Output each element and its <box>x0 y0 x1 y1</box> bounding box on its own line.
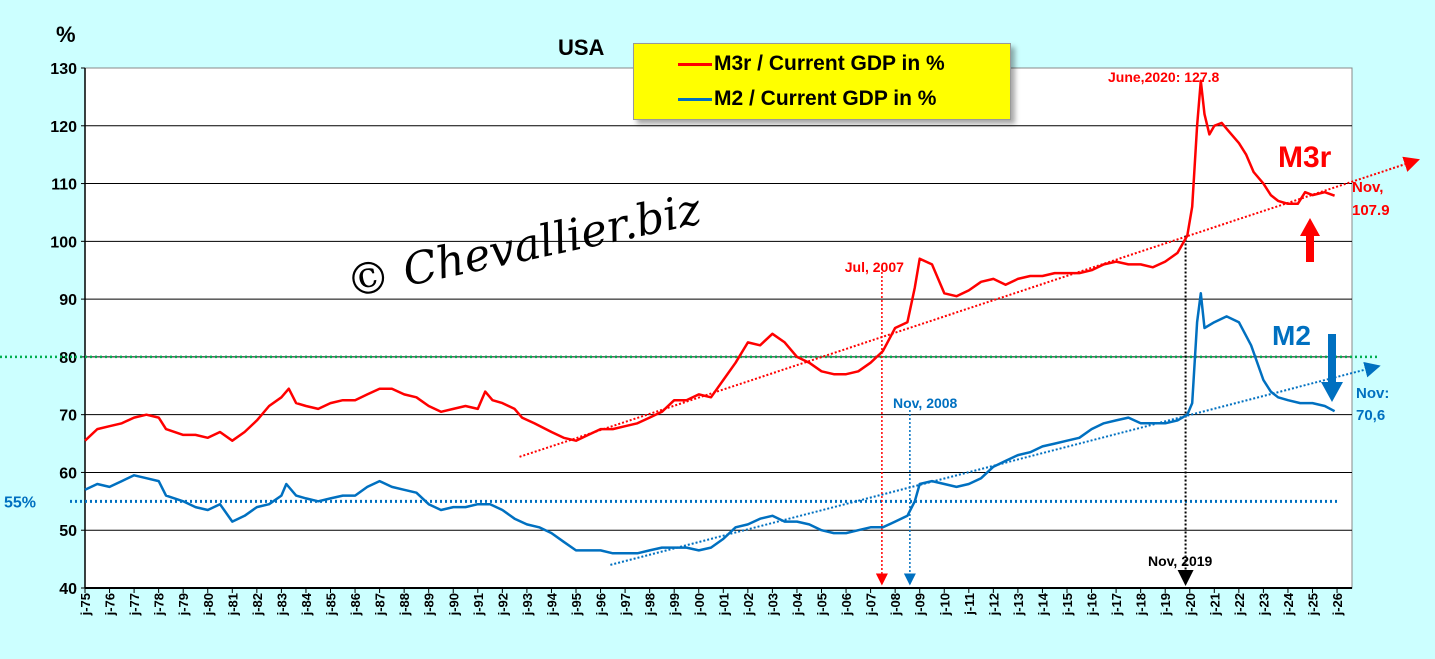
y-axis-label: % <box>56 22 76 47</box>
legend-swatch-m3r <box>678 62 712 66</box>
chart-title: USA <box>558 35 605 60</box>
y-tick-label: 130 <box>50 61 77 78</box>
x-tick-label: j-06 <box>839 593 854 616</box>
x-tick-label: j-77 <box>127 593 142 616</box>
annotation-jul2007: Jul, 2007 <box>845 259 904 275</box>
series-label-m3r: M3r <box>1278 141 1332 174</box>
x-tick-label: j-76 <box>103 593 118 616</box>
x-tick-label: j-02 <box>741 593 756 616</box>
annotation-m2-last-line2: 70,6 <box>1356 407 1385 424</box>
x-tick-label: j-12 <box>986 593 1001 616</box>
x-tick-label: j-13 <box>1011 593 1026 616</box>
x-tick-label: j-07 <box>864 593 879 616</box>
x-tick-label: j-18 <box>1134 593 1149 616</box>
y-tick-label: 60 <box>59 465 77 482</box>
legend-item-m2: M2 / Current GDP in % <box>678 87 936 111</box>
annotation-m2-last-line1: Nov: <box>1356 385 1389 402</box>
x-tick-label: j-25 <box>1306 593 1321 616</box>
y-tick-label: 40 <box>59 581 77 598</box>
reference-label-55: 55% <box>4 494 36 511</box>
x-tick-label: j-11 <box>962 593 977 616</box>
annotation-nov2008: Nov, 2008 <box>893 395 958 411</box>
x-tick-label: j-80 <box>201 593 216 616</box>
x-tick-label: j-83 <box>274 593 289 616</box>
y-tick-label: 80 <box>59 350 77 367</box>
x-tick-label: j-78 <box>152 593 167 616</box>
annotation-nov2019: Nov, 2019 <box>1148 553 1213 569</box>
x-tick-label: j-75 <box>78 593 93 616</box>
x-tick-label: j-10 <box>937 593 952 616</box>
x-tick-label: j-19 <box>1158 593 1173 616</box>
arrow-up-icon <box>1300 218 1320 262</box>
x-tick-label: j-94 <box>544 592 559 616</box>
x-tick-label: j-91 <box>471 593 486 616</box>
x-tick-label: j-01 <box>716 593 731 616</box>
x-tick-label: j-85 <box>324 593 339 616</box>
x-tick-label: j-20 <box>1183 593 1198 616</box>
x-tick-label: j-84 <box>299 592 314 616</box>
series-line-m3r <box>84 79 1336 442</box>
y-tick-label: 70 <box>59 408 77 425</box>
x-tick-label: j-09 <box>913 593 928 616</box>
arrow-down-icon <box>1321 334 1343 402</box>
y-tick-label: 120 <box>50 119 77 136</box>
x-tick-label: j-96 <box>594 593 609 616</box>
x-tick-label: j-99 <box>667 593 682 616</box>
x-tick-label: j-04 <box>790 592 805 616</box>
x-tick-label: j-92 <box>495 593 510 616</box>
y-tick-label: 90 <box>59 292 77 309</box>
annotation-peak: June,2020: 127.8 <box>1108 69 1220 85</box>
x-tick-label: j-87 <box>373 593 388 616</box>
x-tick-label: j-05 <box>815 593 830 616</box>
legend-item-m3r: M3r / Current GDP in % <box>678 52 945 76</box>
x-tick-label: j-95 <box>569 593 584 616</box>
series-line-m2 <box>84 292 1336 555</box>
legend-label-m2: M2 / Current GDP in % <box>714 87 937 110</box>
x-tick-label: j-08 <box>888 593 903 616</box>
x-tick-label: j-14 <box>1035 592 1050 616</box>
y-tick-label: 110 <box>51 177 77 194</box>
legend: M3r / Current GDP in % M2 / Current GDP … <box>633 43 1011 120</box>
x-tick-label: j-16 <box>1085 593 1100 616</box>
x-tick-label: j-90 <box>446 593 461 616</box>
y-tick-label: 50 <box>59 523 77 540</box>
x-tick-label: j-21 <box>1207 593 1222 616</box>
x-tick-label: j-26 <box>1330 593 1345 616</box>
x-tick-label: j-22 <box>1232 593 1247 616</box>
x-tick-label: j-97 <box>618 593 633 616</box>
annotation-m3r-last-line1: Nov, <box>1352 179 1383 196</box>
x-tick-label: j-03 <box>765 593 780 616</box>
y-tick-label: 100 <box>50 234 77 251</box>
x-tick-label: j-89 <box>422 593 437 616</box>
trend-line-m3r <box>519 156 1420 458</box>
series-label-m2: M2 <box>1272 320 1311 351</box>
x-tick-label: j-24 <box>1281 592 1296 616</box>
annotation-m3r-last-line2: 107.9 <box>1352 202 1390 219</box>
x-tick-label: j-82 <box>250 593 265 616</box>
legend-swatch-m2 <box>678 97 712 101</box>
x-tick-label: j-23 <box>1256 593 1271 616</box>
x-tick-label: j-98 <box>643 593 658 616</box>
x-tick-label: j-81 <box>225 593 240 616</box>
x-tick-label: j-15 <box>1060 593 1075 616</box>
plot-area <box>84 67 1353 589</box>
x-tick-label: j-00 <box>692 593 707 616</box>
x-tick-label: j-79 <box>176 593 191 616</box>
x-tick-label: j-93 <box>520 593 535 616</box>
x-tick-label: j-88 <box>397 593 412 616</box>
x-tick-label: j-17 <box>1109 593 1124 616</box>
x-tick-label: j-86 <box>348 593 363 616</box>
legend-label-m3r: M3r / Current GDP in % <box>714 52 945 75</box>
